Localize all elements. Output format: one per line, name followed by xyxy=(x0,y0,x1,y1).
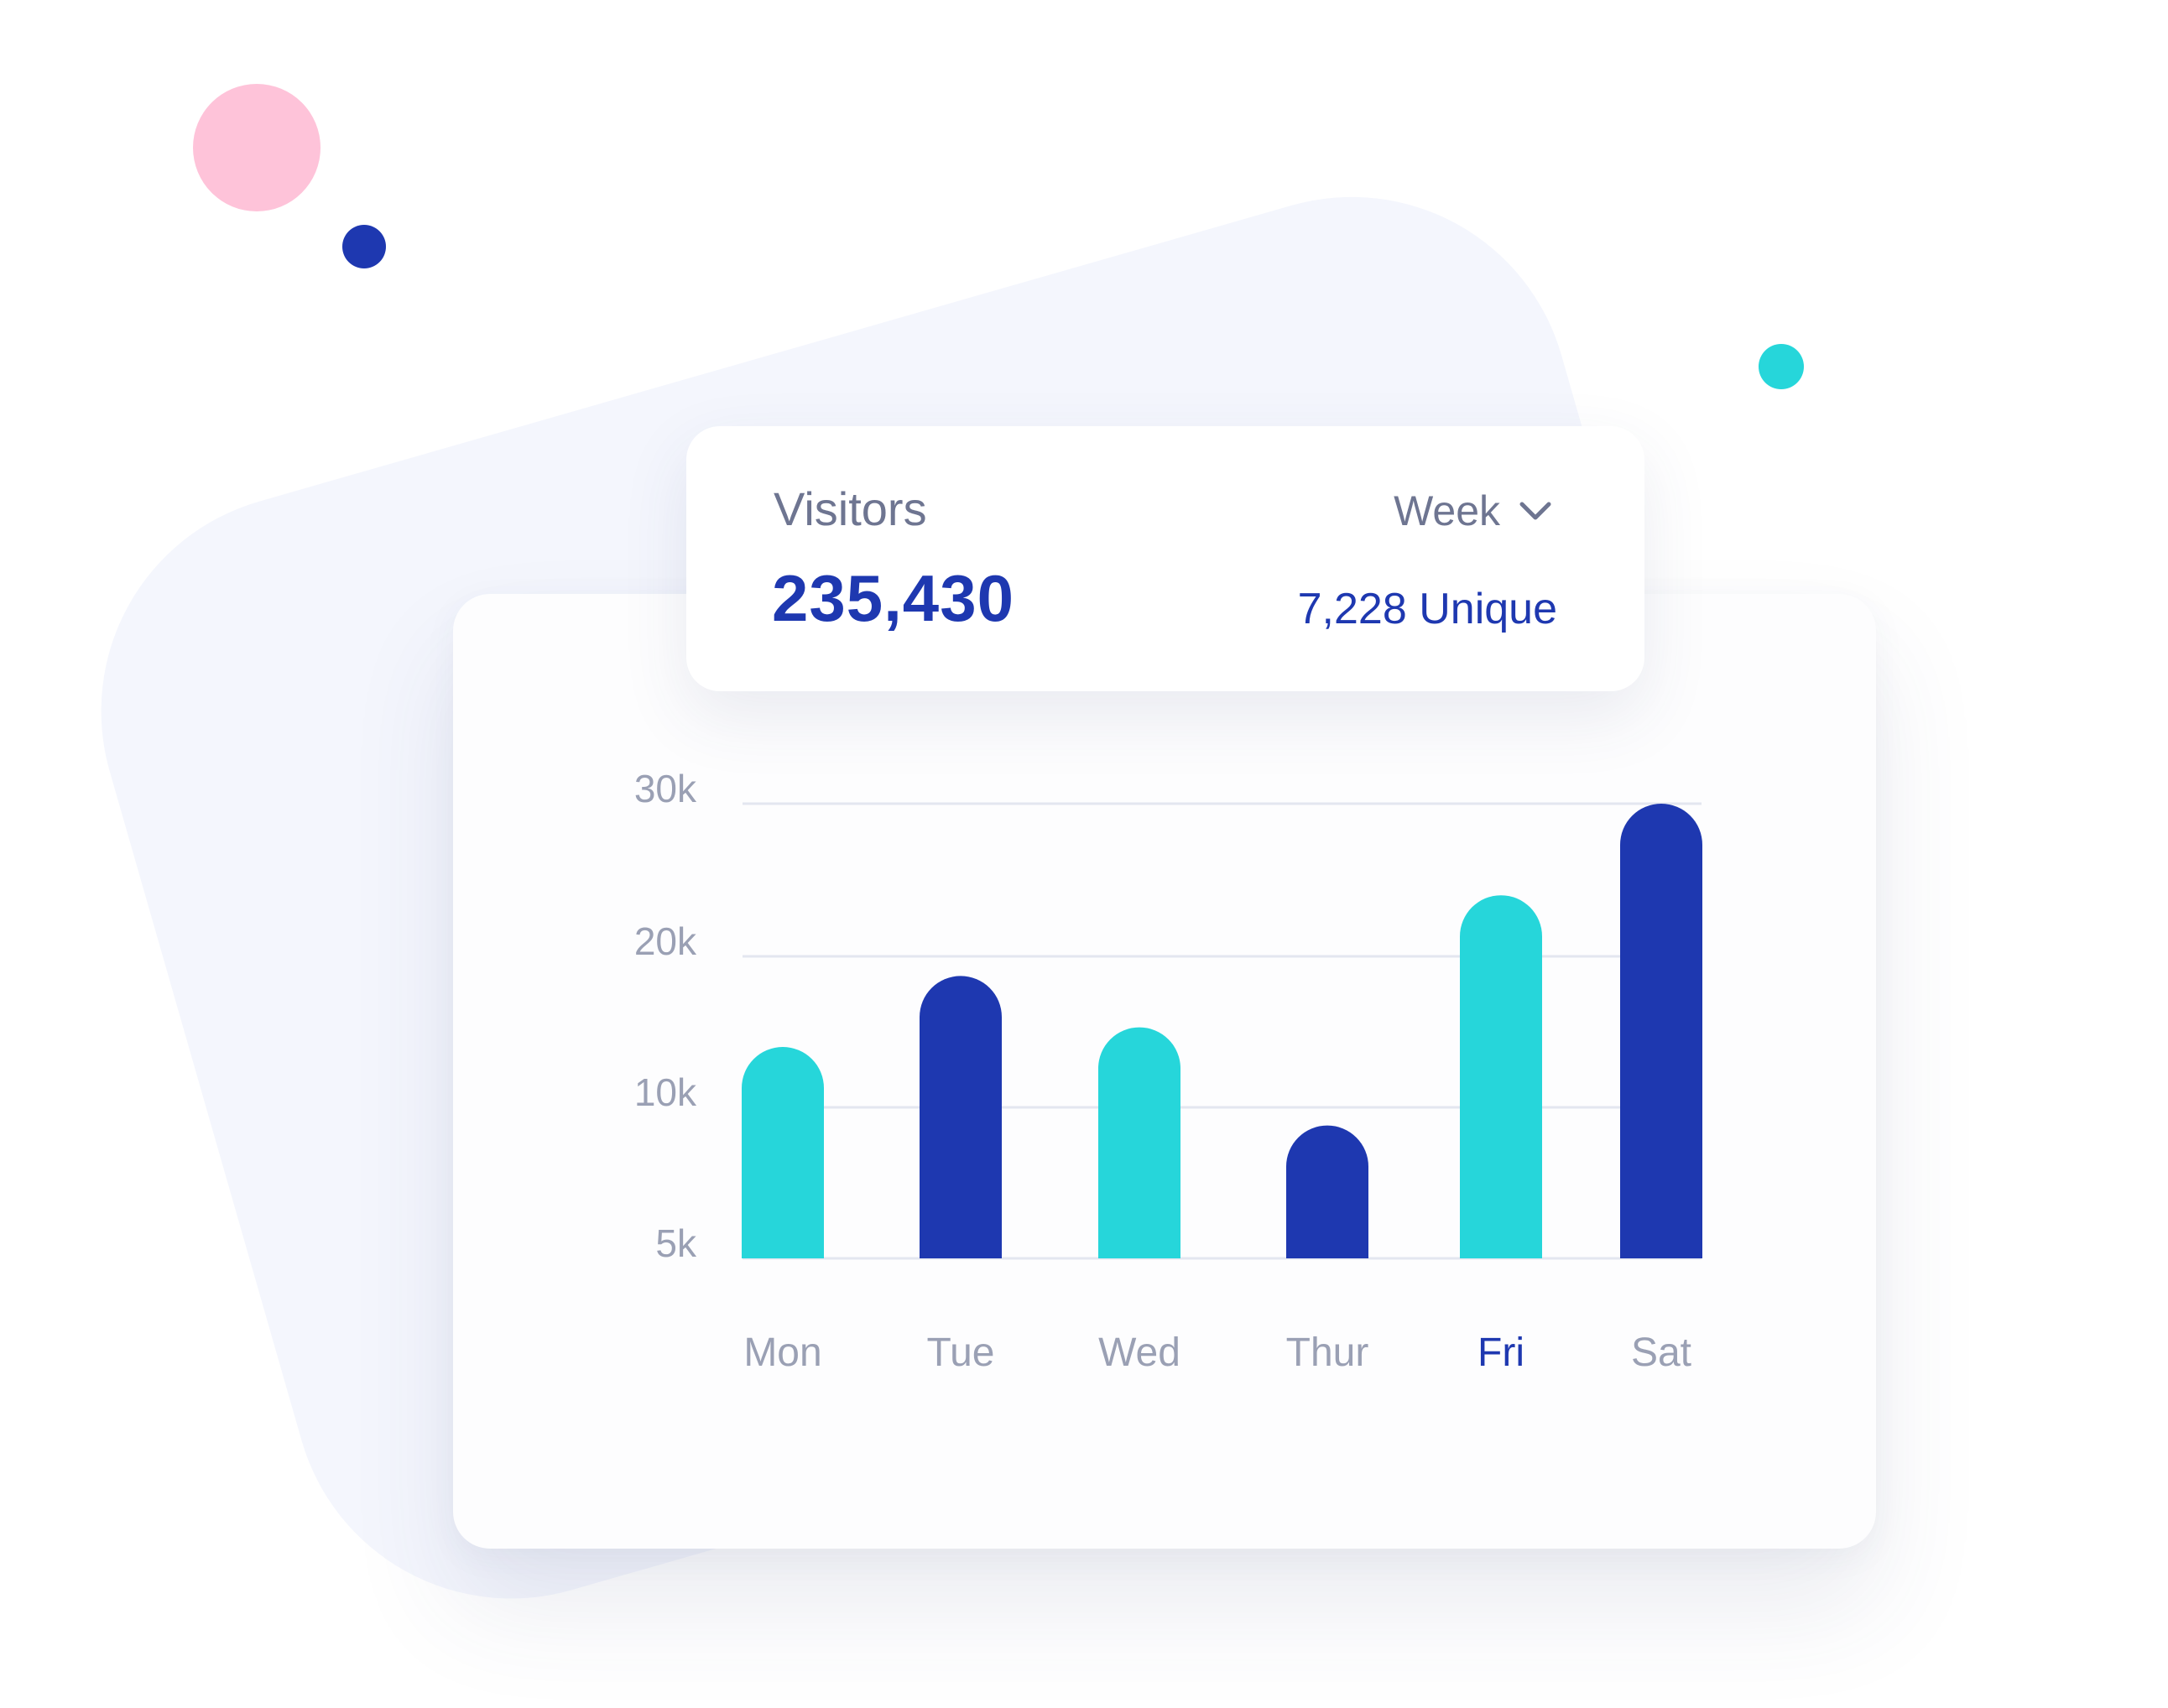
period-select[interactable]: Week xyxy=(1394,487,1552,535)
bar-wed[interactable] xyxy=(1098,1027,1180,1258)
x-tick-label-sat: Sat xyxy=(1631,1330,1691,1375)
visitors-total: 235,430 xyxy=(772,561,1014,635)
decor-dot-teal xyxy=(1759,344,1804,389)
bar-tue[interactable] xyxy=(920,976,1002,1258)
y-tick-label: 10k xyxy=(634,1070,697,1114)
bar-sat[interactable] xyxy=(1620,804,1702,1258)
visitors-title: Visitors xyxy=(774,482,927,535)
y-tick-label: 20k xyxy=(634,919,697,963)
bar-thur[interactable] xyxy=(1286,1125,1368,1258)
x-tick-label-wed: Wed xyxy=(1098,1330,1180,1375)
y-tick-label: 5k xyxy=(655,1221,697,1265)
bar-mon[interactable] xyxy=(742,1047,824,1258)
bar-fri[interactable] xyxy=(1460,895,1542,1258)
x-tick-label-fri: Fri xyxy=(1477,1330,1524,1375)
x-tick-label-thur: Thur xyxy=(1286,1330,1369,1375)
visitors-summary-card: Visitors 235,430 Week 7,228 Unique xyxy=(686,426,1644,691)
unique-visitors: 7,228 Unique xyxy=(1297,585,1557,633)
x-tick-label-mon: Mon xyxy=(743,1330,821,1375)
period-select-label: Week xyxy=(1394,487,1500,534)
decor-dot-pink xyxy=(193,84,321,211)
x-tick-label-tue: Tue xyxy=(927,1330,995,1375)
chevron-down-icon xyxy=(1519,500,1552,522)
y-tick-label: 30k xyxy=(634,767,697,810)
decor-dot-navy xyxy=(342,225,386,268)
